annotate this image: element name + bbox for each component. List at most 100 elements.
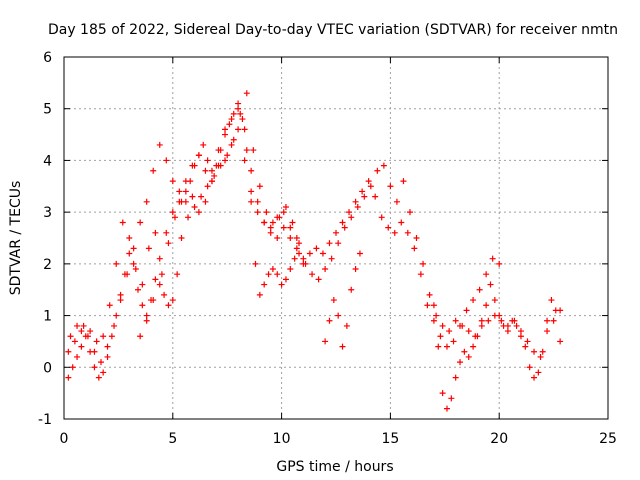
data-point <box>544 328 551 335</box>
data-point <box>161 291 168 298</box>
data-point <box>531 348 538 355</box>
data-point <box>97 359 104 366</box>
data-point <box>346 209 353 216</box>
data-point <box>489 255 496 262</box>
data-point <box>256 183 263 190</box>
data-point <box>380 162 387 169</box>
data-point <box>496 312 503 319</box>
data-point <box>191 162 198 169</box>
data-point <box>343 322 350 329</box>
series-track-a <box>65 100 503 366</box>
data-point <box>485 317 492 324</box>
data-point <box>552 307 559 314</box>
data-point <box>413 235 420 241</box>
data-point <box>104 353 111 360</box>
data-point <box>393 198 400 205</box>
data-point <box>359 188 366 195</box>
data-point <box>228 141 235 148</box>
data-point <box>117 297 124 304</box>
y-tick-label: 2 <box>43 257 52 273</box>
x-tick-label: 20 <box>490 431 508 447</box>
data-point <box>446 328 453 335</box>
data-point <box>443 405 450 412</box>
data-point <box>417 271 424 278</box>
data-point <box>282 203 289 210</box>
data-point <box>470 343 477 350</box>
data-point <box>330 297 337 304</box>
data-point <box>496 260 503 267</box>
data-point <box>282 276 289 283</box>
data-point <box>352 266 359 273</box>
data-point <box>113 312 120 319</box>
data-point <box>241 157 248 164</box>
data-point <box>430 317 437 324</box>
data-point <box>439 390 446 397</box>
y-tick-label: 6 <box>43 50 52 66</box>
data-point <box>544 317 551 324</box>
data-point <box>226 121 233 128</box>
data-point <box>222 157 229 164</box>
data-point <box>150 167 157 174</box>
data-point <box>71 338 78 345</box>
data-point <box>169 178 176 185</box>
data-point <box>300 255 307 262</box>
data-point <box>354 203 361 210</box>
data-point <box>87 348 94 355</box>
data-point <box>280 209 287 216</box>
data-point <box>100 369 107 376</box>
data-point <box>217 147 224 154</box>
data-point <box>406 209 413 216</box>
data-point <box>287 235 294 241</box>
data-point <box>326 240 333 247</box>
data-point <box>291 255 298 262</box>
data-point <box>182 178 189 185</box>
series-track-e <box>322 250 363 350</box>
data-point <box>250 147 257 154</box>
series-track-f <box>430 281 564 412</box>
data-point <box>328 255 335 262</box>
series-track-d <box>137 126 300 340</box>
data-point <box>557 338 564 345</box>
data-point <box>117 291 124 298</box>
data-point <box>65 374 72 381</box>
data-point <box>378 214 385 221</box>
data-point <box>139 281 146 288</box>
data-point <box>208 178 215 185</box>
data-point <box>228 116 235 123</box>
data-point <box>289 219 296 226</box>
data-point <box>435 343 442 350</box>
data-point <box>265 271 272 278</box>
y-tick-labels: -1 0 1 2 3 4 5 6 <box>38 50 52 428</box>
data-point <box>200 141 207 148</box>
x-tick-label: 25 <box>599 431 617 447</box>
data-point <box>293 245 300 252</box>
data-point <box>237 110 244 117</box>
data-point <box>174 271 181 278</box>
data-point <box>352 198 359 205</box>
data-point <box>470 297 477 304</box>
data-point <box>261 219 268 226</box>
y-tick-label: -1 <box>38 412 52 428</box>
data-point <box>215 162 222 169</box>
x-axis-label: GPS time / hours <box>276 459 393 475</box>
data-point <box>185 214 192 221</box>
data-point <box>537 353 544 360</box>
data-point <box>65 348 72 355</box>
x-tick-label: 10 <box>273 431 291 447</box>
data-point <box>239 116 246 123</box>
data-point <box>550 317 557 324</box>
data-point <box>137 333 144 340</box>
data-point <box>500 322 507 329</box>
data-point <box>165 302 172 309</box>
data-point <box>433 312 440 319</box>
y-tick-label: 5 <box>43 102 52 118</box>
data-point <box>274 271 281 278</box>
data-point <box>139 302 146 309</box>
data-point <box>126 235 133 241</box>
data-point <box>169 209 176 216</box>
data-point <box>178 235 185 241</box>
data-point <box>448 395 455 402</box>
data-point <box>111 322 118 329</box>
data-point <box>452 374 459 381</box>
axis-ticks <box>63 56 609 420</box>
